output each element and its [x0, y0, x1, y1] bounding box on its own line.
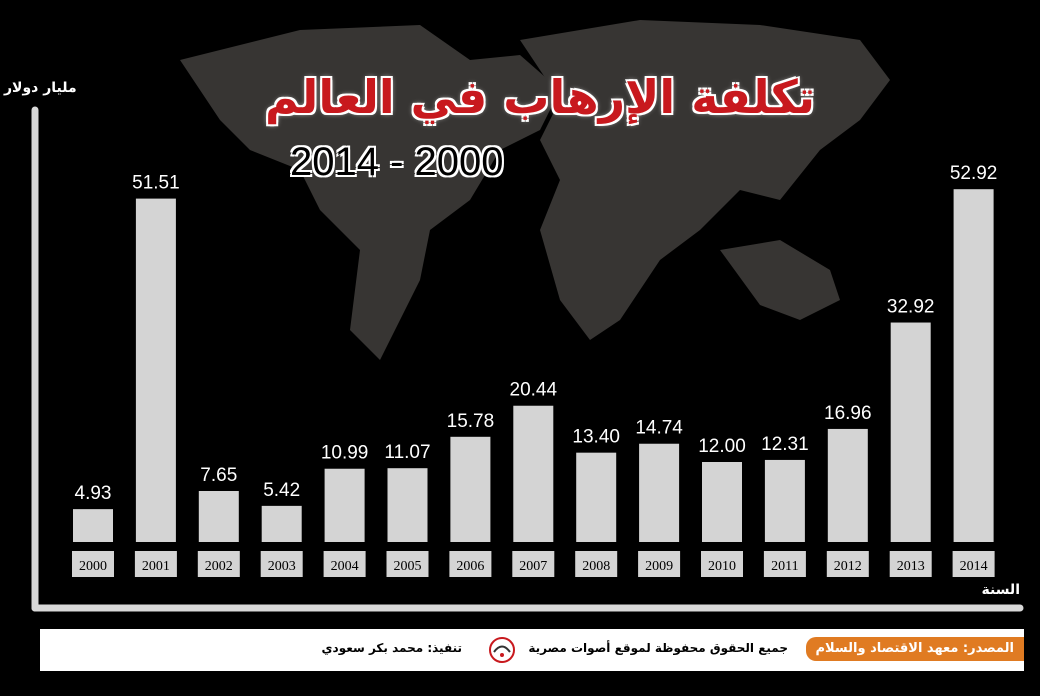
- bar-2000: [73, 509, 113, 542]
- world-map-background: [180, 20, 890, 360]
- rights-text: جميع الحقوق محفوظة لموقع أصوات مصرية: [528, 641, 788, 655]
- year-label-2000: 2000: [79, 559, 107, 574]
- bar-2001: [135, 198, 176, 542]
- value-label-2009: 14.74: [635, 418, 683, 439]
- value-label-2003: 5.42: [263, 480, 300, 501]
- year-label-2008: 2008: [582, 559, 610, 574]
- bar-2009: [639, 443, 680, 542]
- axes: [31, 106, 1024, 612]
- value-label-2001: 51.51: [132, 173, 180, 194]
- source-badge: المصدر: معهد الاقتصاد والسلام: [805, 637, 1024, 661]
- value-label-2005: 11.07: [384, 442, 430, 463]
- year-label-2009: 2009: [645, 559, 673, 574]
- footer-bar: المصدر: معهد الاقتصاد والسلام جميع الحقو…: [40, 629, 1024, 671]
- year-box-2010: [701, 551, 743, 577]
- year-box-2005: [386, 551, 429, 577]
- bar-2005: [387, 468, 428, 542]
- year-label-2011: 2011: [771, 559, 798, 574]
- year-label-2002: 2002: [205, 559, 233, 574]
- year-label-2004: 2004: [331, 559, 359, 574]
- chart-title: تكلفة الإرهاب في العالم: [264, 70, 816, 124]
- bar-2010: [702, 462, 742, 542]
- value-labels-group: 4.93 51.51 7.65 5.42 10.99 11.07 15.78 20.44 13.…: [75, 163, 998, 504]
- year-box-2009: [638, 551, 681, 577]
- value-label-2002: 7.65: [200, 465, 237, 486]
- year-box-2002: [197, 551, 240, 577]
- bars-group: [73, 189, 994, 542]
- year-label-2012: 2012: [834, 559, 862, 574]
- year-box-2008: [575, 551, 618, 577]
- year-box-2006: [449, 551, 492, 577]
- y-axis-label: مليار دولار: [4, 80, 77, 96]
- chart-subtitle: 2014 - 2000: [290, 140, 504, 184]
- year-label-2007: 2007: [519, 559, 547, 574]
- year-label-2013: 2013: [897, 559, 925, 574]
- year-box-2001: [134, 551, 177, 577]
- year-box-2013: [889, 551, 932, 577]
- year-label-2010: 2010: [708, 559, 736, 574]
- year-label-2006: 2006: [456, 559, 484, 574]
- bar-2007: [513, 405, 554, 542]
- bar-2011: [764, 459, 805, 542]
- value-label-2000: 4.93: [75, 483, 112, 504]
- aswat-masriya-logo-icon: [489, 637, 515, 663]
- bar-2014: [953, 189, 994, 542]
- year-box-2004: [323, 551, 366, 577]
- bar-2004: [324, 468, 365, 542]
- bar-2012: [827, 428, 868, 542]
- execution-credit: تنفيذ: محمد بكر سعودي: [321, 641, 462, 655]
- year-box-2007: [512, 551, 555, 577]
- year-box-2000: [72, 551, 114, 577]
- x-axis-label: السنة: [981, 582, 1020, 598]
- bar-2013: [890, 322, 931, 542]
- year-label-2005: 2005: [394, 559, 422, 574]
- value-label-2006: 15.78: [447, 411, 495, 432]
- value-label-2012: 16.96: [824, 403, 872, 424]
- bar-2008: [576, 452, 617, 542]
- year-label-2014: 2014: [960, 559, 988, 574]
- bar-2002: [198, 491, 239, 542]
- value-label-2010: 12.00: [698, 436, 746, 457]
- year-box-2003: [260, 551, 303, 577]
- value-label-2013: 32.92: [887, 297, 935, 318]
- value-label-2014: 52.92: [950, 163, 998, 184]
- year-box-2011: [763, 551, 806, 577]
- year-label-2001: 2001: [142, 559, 170, 574]
- year-box-2014: [952, 551, 995, 577]
- value-label-2004: 10.99: [321, 443, 369, 464]
- value-label-2008: 13.40: [572, 427, 620, 448]
- value-label-2011: 12.31: [761, 434, 809, 455]
- year-labels-group: 2000 2001 2002 2003 2004 2005 2006 2007 2008 2009…: [72, 551, 995, 577]
- value-label-2007: 20.44: [510, 380, 558, 401]
- bar-2003: [261, 505, 302, 542]
- year-label-2003: 2003: [268, 559, 296, 574]
- bar-2006: [450, 436, 491, 542]
- year-box-2012: [826, 551, 869, 577]
